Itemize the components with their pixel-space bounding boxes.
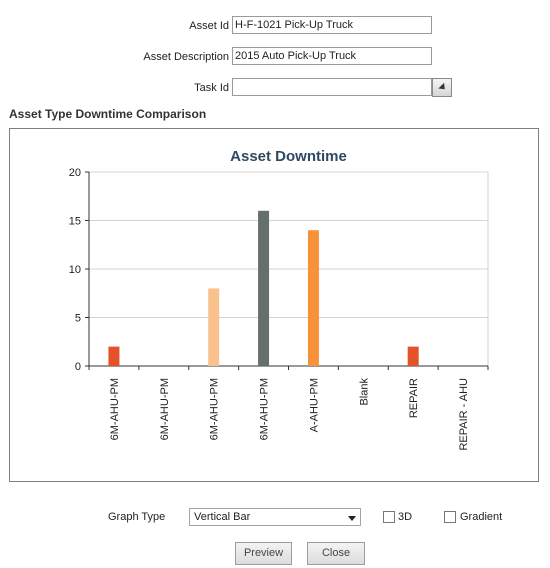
bar xyxy=(407,346,419,366)
asset-description-label: Asset Description xyxy=(143,51,229,63)
asset-description-field[interactable]: 2015 Auto Pick-Up Truck xyxy=(232,47,432,65)
close-button[interactable]: Close xyxy=(307,542,365,565)
x-tick-label: 6M-AHU-PM xyxy=(209,378,221,440)
three-d-label: 3D xyxy=(398,511,413,523)
chart-title: Asset Downtime xyxy=(230,148,347,165)
graph-type-select[interactable]: Vertical Bar xyxy=(189,508,361,526)
y-tick-label: 20 xyxy=(69,167,81,179)
preview-button[interactable]: Preview xyxy=(235,542,292,565)
y-tick-label: 5 xyxy=(75,313,81,325)
task-id-label: Task Id xyxy=(194,82,229,94)
x-tick-label: 6M-AHU-PM xyxy=(259,378,271,440)
section-title: Asset Type Downtime Comparison xyxy=(9,107,207,121)
asset-id-field[interactable]: H-F-1021 Pick-Up Truck xyxy=(232,16,432,34)
bar xyxy=(258,210,270,366)
bar xyxy=(208,288,220,366)
y-tick-label: 0 xyxy=(75,361,81,373)
x-tick-label: 6M-AHU-PM xyxy=(159,378,171,440)
x-tick-label: Blank xyxy=(358,378,370,406)
chevron-down-icon xyxy=(348,516,356,521)
gradient-label: Gradient xyxy=(460,511,503,523)
graph-type-label: Graph Type xyxy=(108,511,166,523)
bar xyxy=(108,346,120,366)
x-tick-label: REPAIR xyxy=(408,378,420,418)
three-d-checkbox[interactable] xyxy=(383,511,395,523)
x-tick-label: A-AHU-PM xyxy=(308,378,320,432)
gradient-checkbox[interactable] xyxy=(444,511,456,523)
y-tick-label: 15 xyxy=(69,216,81,228)
x-tick-label: 6M-AHU-PM xyxy=(109,378,121,440)
y-tick-label: 10 xyxy=(69,264,81,276)
asset-downtime-chart: Asset Downtime 0 5 10 15 20 6M-AHU-PM 6M-AHU-PM… xyxy=(69,148,489,451)
graph-type-value: Vertical Bar xyxy=(194,511,251,523)
chart-container: Asset Downtime 0 5 10 15 20 6M-AHU-PM 6M-AHU-PM… xyxy=(9,128,539,482)
x-tick-label: REPAIR - AHU xyxy=(458,378,470,451)
task-id-field[interactable] xyxy=(232,78,432,96)
asset-id-label: Asset Id xyxy=(189,20,229,32)
task-id-lookup-button[interactable] xyxy=(432,78,452,97)
bar xyxy=(307,230,319,366)
